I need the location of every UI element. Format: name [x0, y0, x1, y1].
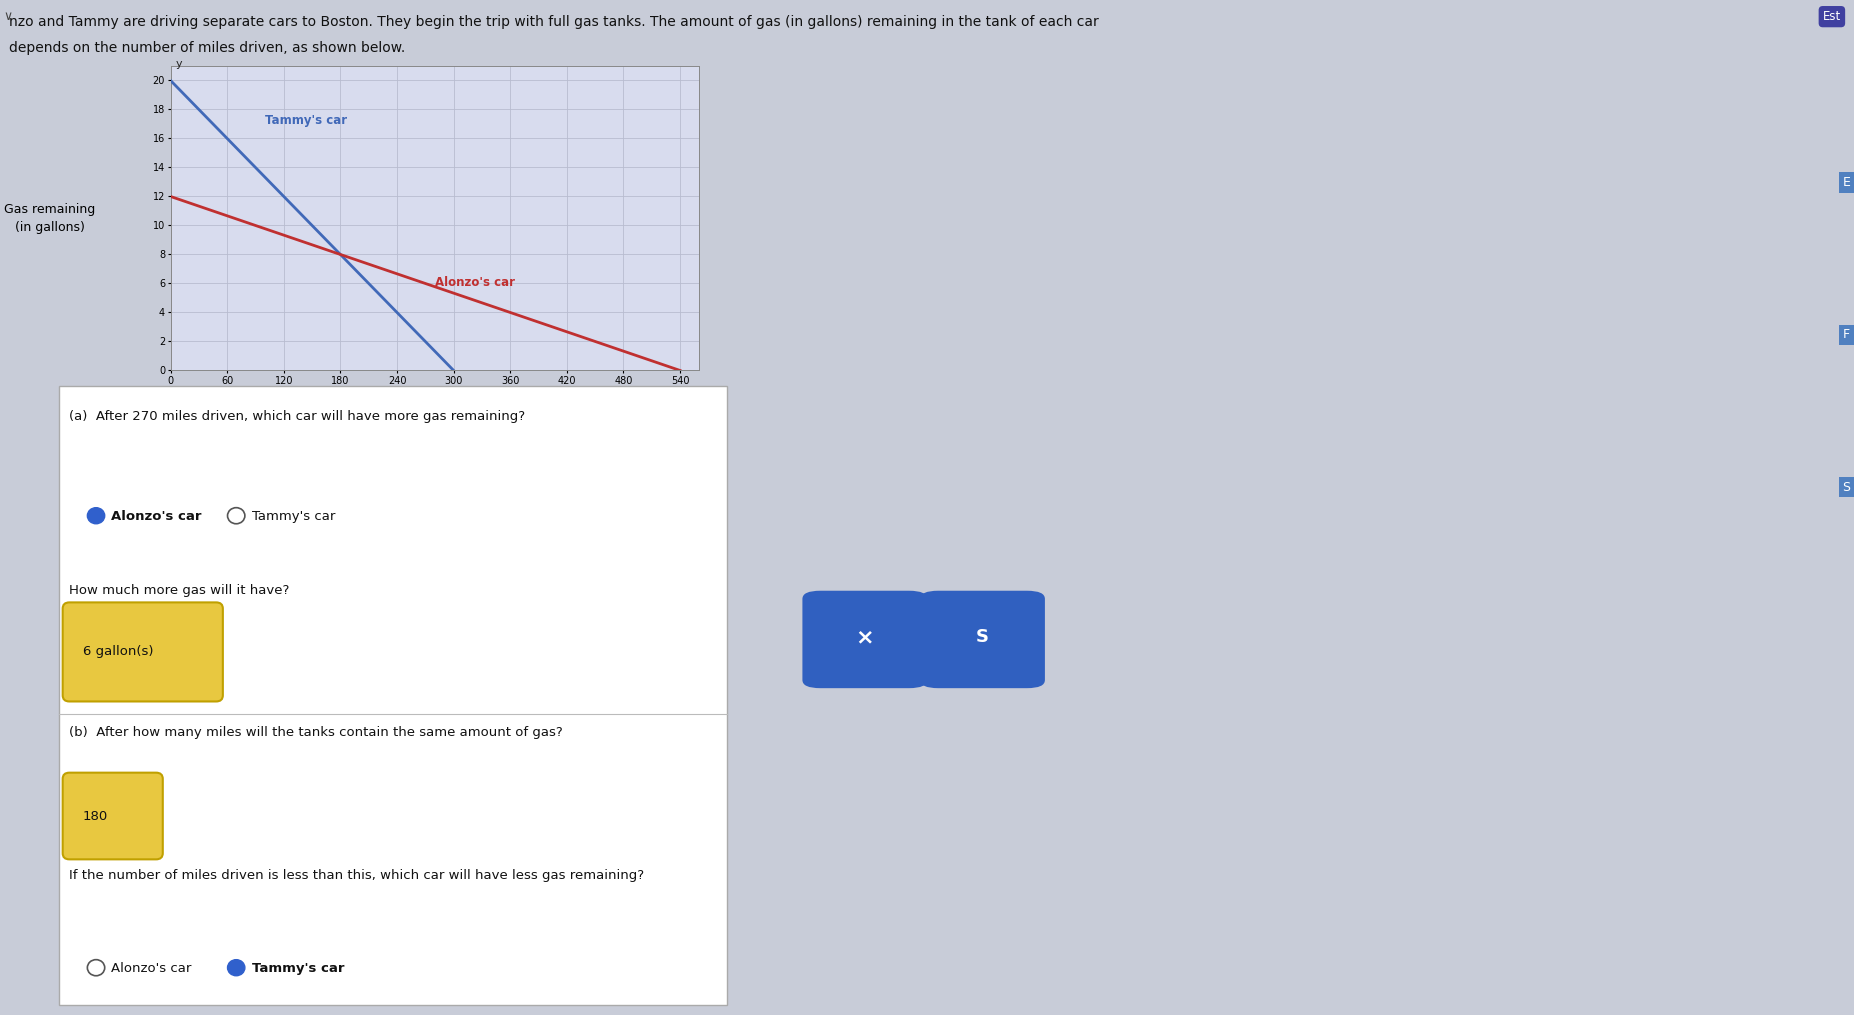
Text: F: F [1843, 329, 1850, 341]
FancyBboxPatch shape [63, 772, 163, 860]
Text: depends on the number of miles driven, as shown below.: depends on the number of miles driven, a… [9, 41, 406, 55]
Text: Tammy's car: Tammy's car [252, 961, 345, 974]
Text: nzo and Tammy are driving separate cars to Boston. They begin the trip with full: nzo and Tammy are driving separate cars … [9, 15, 1099, 29]
Text: S: S [975, 628, 990, 647]
X-axis label: Miles driven: Miles driven [399, 390, 471, 403]
Text: 6 gallon(s): 6 gallon(s) [83, 646, 154, 659]
Text: S: S [1843, 481, 1850, 493]
FancyBboxPatch shape [920, 591, 1046, 688]
FancyBboxPatch shape [63, 603, 222, 701]
Text: ∨: ∨ [4, 10, 13, 23]
Text: Gas remaining
(in gallons): Gas remaining (in gallons) [4, 203, 96, 233]
Text: 180: 180 [83, 810, 108, 822]
FancyBboxPatch shape [803, 591, 927, 688]
Circle shape [87, 959, 104, 975]
Circle shape [87, 508, 104, 524]
Text: x: x [693, 388, 701, 398]
Text: ×: × [855, 627, 873, 648]
Text: If the number of miles driven is less than this, which car will have less gas re: If the number of miles driven is less th… [69, 869, 645, 882]
Circle shape [228, 508, 245, 524]
FancyBboxPatch shape [59, 386, 727, 1005]
Circle shape [228, 959, 245, 975]
Text: Tammy's car: Tammy's car [252, 510, 336, 523]
Text: Tammy's car: Tammy's car [265, 114, 347, 127]
Text: (b)  After how many miles will the tanks contain the same amount of gas?: (b) After how many miles will the tanks … [69, 727, 564, 739]
Text: How much more gas will it have?: How much more gas will it have? [69, 584, 289, 597]
Text: Est: Est [1822, 10, 1841, 23]
Text: Alonzo's car: Alonzo's car [111, 961, 191, 974]
Text: E: E [1843, 177, 1850, 189]
Text: Alonzo's car: Alonzo's car [434, 276, 515, 289]
Text: y: y [176, 59, 182, 69]
Text: Alonzo's car: Alonzo's car [111, 510, 202, 523]
Text: (a)  After 270 miles driven, which car will have more gas remaining?: (a) After 270 miles driven, which car wi… [69, 410, 525, 423]
